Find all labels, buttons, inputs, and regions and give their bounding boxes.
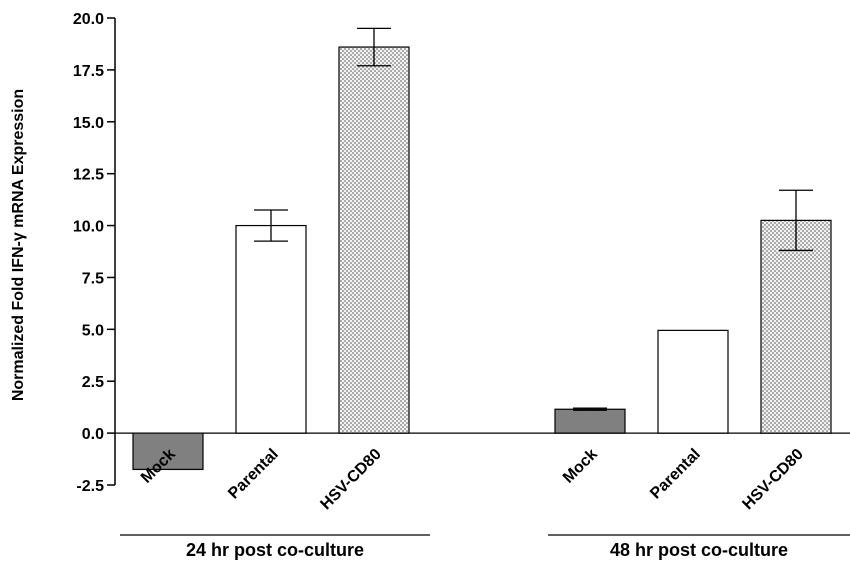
category-label: Parental [225, 446, 282, 503]
bar [657, 329, 729, 434]
y-tick-label: 15.0 [73, 115, 104, 132]
group-label: 24 hr post co-culture [186, 540, 364, 560]
axes: -2.5 0.0 2.5 5.0 7.5 10.0 12.5 15.0 17.5 20.0 [73, 11, 850, 495]
category-label: HSV-CD80 [739, 446, 806, 513]
category-label: Parental [647, 446, 704, 503]
y-tick-label: 10.0 [73, 219, 104, 236]
category-labels: Mock Parental HSV-CD80 24 hr post co-cultur… [120, 446, 850, 560]
y-tick-label: 7.5 [82, 270, 104, 287]
bar [554, 408, 626, 434]
y-axis-title: Normalized Fold IFN-γ mRNA Expression [10, 89, 27, 401]
y-tick-label: -2.5 [76, 478, 104, 495]
y-tick-label: 2.5 [82, 374, 104, 391]
category-label: Mock [560, 446, 601, 487]
y-tick-label: 5.0 [82, 322, 104, 339]
category-label: HSV-CD80 [317, 446, 384, 513]
bar [338, 46, 410, 434]
y-tick-label: 17.5 [73, 63, 104, 80]
y-tick-label: 12.5 [73, 167, 104, 184]
bar [235, 224, 307, 434]
group-label: 48 hr post co-culture [610, 540, 788, 560]
bar [132, 432, 204, 471]
y-tick-label: 0.0 [82, 426, 104, 443]
bars [132, 27, 832, 471]
bar [760, 219, 832, 434]
y-tick-label: 20.0 [73, 11, 104, 28]
